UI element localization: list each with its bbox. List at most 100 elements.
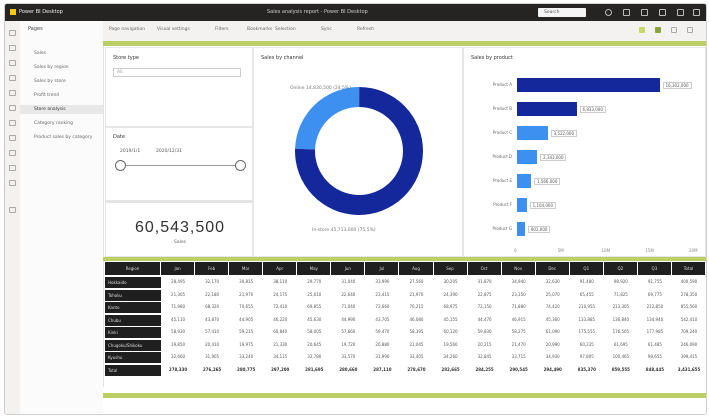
maximize-icon[interactable] xyxy=(677,9,684,16)
column-header[interactable]: Jan xyxy=(161,262,196,275)
command-item[interactable]: Refresh xyxy=(357,27,374,32)
row-header[interactable]: Tohoku xyxy=(105,288,161,301)
footer-area xyxy=(103,387,706,414)
column-header[interactable]: Q1 xyxy=(569,262,604,275)
settings-icon[interactable] xyxy=(9,207,16,213)
command-item[interactable]: Sync xyxy=(321,27,332,32)
bar[interactable] xyxy=(517,198,527,212)
table-cell: 213,305 xyxy=(612,304,630,309)
column-header[interactable]: Apr xyxy=(263,262,298,275)
column-header[interactable]: Q2 xyxy=(603,262,638,275)
range-end-handle[interactable] xyxy=(235,160,246,171)
date-range-slicer[interactable]: Date 2019/1/1 2020/12/31 xyxy=(105,127,253,201)
column-header[interactable]: Sep xyxy=(433,262,468,275)
view-icon[interactable] xyxy=(687,27,693,33)
column-header[interactable]: Oct xyxy=(467,262,502,275)
home-icon[interactable] xyxy=(9,30,16,36)
column-header[interactable]: Total xyxy=(671,262,706,275)
table-cell: 400,590 xyxy=(680,279,698,284)
row-header[interactable]: Total xyxy=(105,363,161,376)
page-tab[interactable]: Profit trend xyxy=(34,93,60,98)
column-header[interactable]: Aug xyxy=(399,262,434,275)
bar[interactable] xyxy=(517,126,548,140)
data-view-icon[interactable] xyxy=(9,60,16,66)
table-cell: 61,090 xyxy=(545,329,560,334)
row-header[interactable]: Chubu xyxy=(105,313,161,326)
bar-chart-panel[interactable]: Sales by product Product A 16,302,000 Prod… xyxy=(463,47,706,257)
donut-segment-instore[interactable] xyxy=(293,85,425,217)
donut-chart[interactable] xyxy=(254,58,464,258)
bar-value-label: 1,566,000 xyxy=(534,178,561,185)
column-header[interactable]: Dec xyxy=(535,262,570,275)
bar[interactable] xyxy=(517,102,577,116)
donut-segment-online[interactable] xyxy=(295,85,360,151)
column-header[interactable]: Feb xyxy=(195,262,230,275)
table-cell: 68,975 xyxy=(443,304,458,309)
store-type-dropdown[interactable]: All xyxy=(113,68,241,77)
column-header[interactable]: Q3 xyxy=(637,262,672,275)
column-header[interactable]: May xyxy=(297,262,332,275)
row-header[interactable]: Kyushu xyxy=(105,351,161,363)
more-icon[interactable] xyxy=(9,180,16,186)
bar[interactable] xyxy=(517,78,660,92)
date-range-start[interactable]: 2019/1/1 xyxy=(120,149,141,154)
table-cell: 45,360 xyxy=(545,316,560,322)
comment-icon[interactable] xyxy=(671,27,677,33)
column-header[interactable]: Jun xyxy=(331,262,366,275)
row-header[interactable]: Kanto xyxy=(105,301,161,313)
command-item[interactable]: Page navigation xyxy=(109,27,146,32)
table-cell: 276,265 xyxy=(202,366,222,372)
workspace-icon[interactable] xyxy=(9,105,16,111)
command-item[interactable]: Filters xyxy=(215,27,229,32)
app-logo-icon xyxy=(10,9,16,15)
page-tab[interactable]: Store analysis xyxy=(20,105,103,114)
share-icon[interactable] xyxy=(659,9,666,16)
command-item[interactable]: Visual settings xyxy=(157,27,190,32)
table-cell: 73,660 xyxy=(375,304,390,309)
range-start-handle[interactable] xyxy=(115,160,126,171)
model-view-icon[interactable] xyxy=(9,75,16,81)
dax-query-icon[interactable] xyxy=(9,90,16,96)
search-input[interactable]: Search xyxy=(538,8,586,17)
command-bar: Page navigation Visual settings Filters Boo… xyxy=(103,21,706,42)
apps-icon[interactable] xyxy=(9,120,16,126)
column-header[interactable]: Nov xyxy=(501,262,536,275)
minimize-icon[interactable] xyxy=(623,9,630,16)
page-tab[interactable]: Sales by store xyxy=(34,79,66,84)
bar[interactable] xyxy=(517,222,525,236)
command-item[interactable]: Bookmarks xyxy=(247,27,273,32)
bar[interactable] xyxy=(517,174,531,188)
row-header[interactable]: Chugoku/Shikoku xyxy=(105,338,161,351)
column-header[interactable]: Jul xyxy=(365,262,400,275)
page-tab[interactable]: Category ranking xyxy=(34,121,74,126)
kpi-card[interactable]: 60,543,500 Sales xyxy=(105,201,253,257)
date-range-end[interactable]: 2020/12/31 xyxy=(156,149,182,154)
close-icon[interactable] xyxy=(693,9,700,16)
metrics-icon[interactable] xyxy=(9,150,16,156)
bar-category-label: Product E xyxy=(493,178,512,183)
table-cell: 72,150 xyxy=(477,304,492,309)
page-tab[interactable]: Sales xyxy=(34,51,46,56)
donut-chart-panel[interactable]: Sales by channel Online 14,830,500 (24.5… xyxy=(253,47,463,257)
filter-icon[interactable] xyxy=(639,27,645,33)
matrix-table[interactable]: Region Jan Feb Mar Apr May Jun Jul Aug Sep Oct Nov D… xyxy=(105,262,706,378)
bar[interactable] xyxy=(517,150,538,164)
command-item[interactable]: Selection xyxy=(275,27,296,32)
learn-icon[interactable] xyxy=(9,135,16,141)
store-type-slicer[interactable]: Store type All xyxy=(105,47,253,127)
row-header[interactable]: Hokkaido xyxy=(105,276,161,288)
table-cell: 34,115 xyxy=(273,354,288,359)
column-header[interactable]: Region xyxy=(105,262,161,275)
donut-label-online: Online 14,830,500 (24.5%) xyxy=(290,86,351,91)
table-cell: 210,955 xyxy=(578,304,596,309)
user-avatar-icon[interactable] xyxy=(605,9,612,16)
help-icon[interactable] xyxy=(641,9,648,16)
column-header[interactable]: Mar xyxy=(229,262,264,275)
row-header[interactable]: Kinki xyxy=(105,326,161,338)
bookmark-icon[interactable] xyxy=(655,27,661,33)
table-cell: 32,845 xyxy=(477,354,492,359)
browse-icon[interactable] xyxy=(9,165,16,171)
page-tab[interactable]: Sales by region xyxy=(34,65,69,70)
page-tab[interactable]: Product sales by category xyxy=(34,135,93,140)
report-view-icon[interactable] xyxy=(9,45,16,51)
